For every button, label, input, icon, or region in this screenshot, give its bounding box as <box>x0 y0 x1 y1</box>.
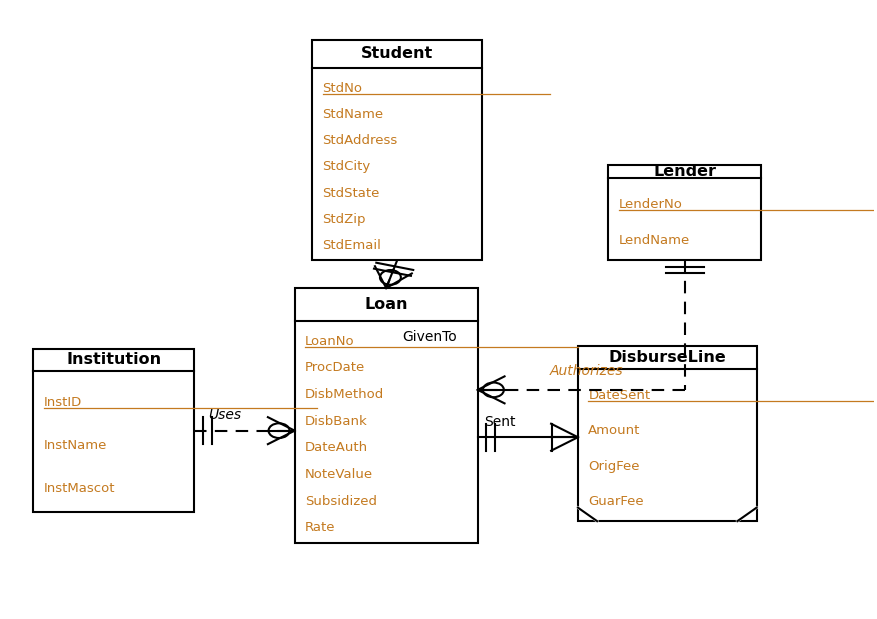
Text: NoteValue: NoteValue <box>305 468 374 481</box>
Text: InstMascot: InstMascot <box>44 482 115 495</box>
Text: GuarFee: GuarFee <box>588 495 644 508</box>
Text: LendName: LendName <box>619 234 690 247</box>
Text: StdState: StdState <box>323 187 380 200</box>
Bar <box>312 40 482 261</box>
Text: DateAuth: DateAuth <box>305 441 368 454</box>
Bar <box>33 349 195 512</box>
Bar <box>578 346 757 521</box>
Text: DisbBank: DisbBank <box>305 415 368 428</box>
Text: Authorizes: Authorizes <box>550 364 624 378</box>
Text: Rate: Rate <box>305 521 336 534</box>
Text: Student: Student <box>361 46 433 61</box>
Text: StdEmail: StdEmail <box>323 240 381 253</box>
Text: StdCity: StdCity <box>323 160 371 173</box>
Text: Amount: Amount <box>588 425 641 438</box>
Text: InstName: InstName <box>44 439 107 452</box>
Text: Subsidized: Subsidized <box>305 495 377 508</box>
Text: StdZip: StdZip <box>323 213 366 226</box>
Text: Uses: Uses <box>209 409 241 422</box>
Text: StdName: StdName <box>323 108 384 121</box>
Text: Lender: Lender <box>653 164 717 179</box>
Bar <box>295 288 478 543</box>
Text: Institution: Institution <box>67 352 161 368</box>
Text: StdAddress: StdAddress <box>323 134 398 147</box>
Text: DisbMethod: DisbMethod <box>305 388 384 401</box>
Text: OrigFee: OrigFee <box>588 460 640 473</box>
Bar <box>609 165 761 261</box>
Text: ProcDate: ProcDate <box>305 361 366 374</box>
Text: LenderNo: LenderNo <box>619 198 683 211</box>
Text: StdNo: StdNo <box>323 82 362 95</box>
Text: InstID: InstID <box>44 396 82 409</box>
Text: Loan: Loan <box>365 297 408 312</box>
Text: DateSent: DateSent <box>588 389 651 402</box>
Text: LoanNo: LoanNo <box>305 335 355 348</box>
Text: DisburseLine: DisburseLine <box>609 350 726 365</box>
Text: Sent: Sent <box>485 415 517 429</box>
Text: GivenTo: GivenTo <box>403 330 457 344</box>
